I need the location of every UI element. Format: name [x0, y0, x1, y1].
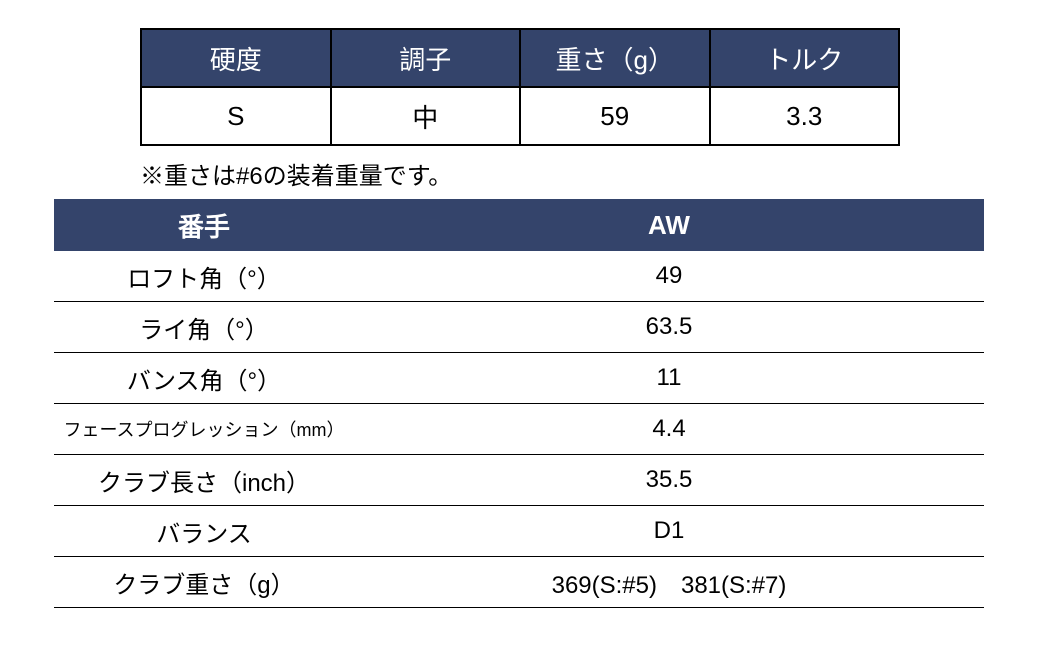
weight-note: ※重さは#6の装着重量です。: [140, 156, 1040, 191]
cell-weight: 59: [520, 87, 710, 145]
cell-kickpoint: 中: [331, 87, 521, 145]
label-balance: バランス: [54, 506, 354, 557]
club-spec-table: 番手 AW ロフト角（°） 49 ライ角（°） 63.5 バンス角（°） 11 …: [54, 199, 984, 608]
table-row: ロフト角（°） 49: [54, 251, 984, 302]
table-row: バンス角（°） 11: [54, 353, 984, 404]
col-kickpoint: 調子: [331, 29, 521, 87]
col-torque: トルク: [710, 29, 900, 87]
value-loft: 49: [354, 251, 984, 302]
value-bounce: 11: [354, 353, 984, 404]
cell-torque: 3.3: [710, 87, 900, 145]
col-weight: 重さ（g）: [520, 29, 710, 87]
label-club-weight: クラブ重さ（g）: [54, 557, 354, 608]
table-row: フェースプログレッション（mm） 4.4: [54, 404, 984, 455]
label-lie: ライ角（°）: [54, 302, 354, 353]
value-face-prog: 4.4: [354, 404, 984, 455]
table-row: ライ角（°） 63.5: [54, 302, 984, 353]
table-row: S 中 59 3.3: [141, 87, 899, 145]
table-row: クラブ長さ（inch） 35.5: [54, 455, 984, 506]
value-balance: D1: [354, 506, 984, 557]
label-length: クラブ長さ（inch）: [54, 455, 354, 506]
label-loft: ロフト角（°）: [54, 251, 354, 302]
table-row: バランス D1: [54, 506, 984, 557]
col-hardness: 硬度: [141, 29, 331, 87]
label-bounce: バンス角（°）: [54, 353, 354, 404]
label-face-prog: フェースプログレッション（mm）: [54, 404, 354, 455]
shaft-spec-table: 硬度 調子 重さ（g） トルク S 中 59 3.3: [140, 28, 900, 146]
col-aw: AW: [354, 199, 984, 251]
table-header-row: 硬度 調子 重さ（g） トルク: [141, 29, 899, 87]
cell-hardness: S: [141, 87, 331, 145]
value-lie: 63.5: [354, 302, 984, 353]
col-number: 番手: [54, 199, 354, 251]
table-row: クラブ重さ（g） 369(S:#5) 381(S:#7): [54, 557, 984, 608]
value-length: 35.5: [354, 455, 984, 506]
value-club-weight: 369(S:#5) 381(S:#7): [354, 557, 984, 608]
table-header-row: 番手 AW: [54, 199, 984, 251]
